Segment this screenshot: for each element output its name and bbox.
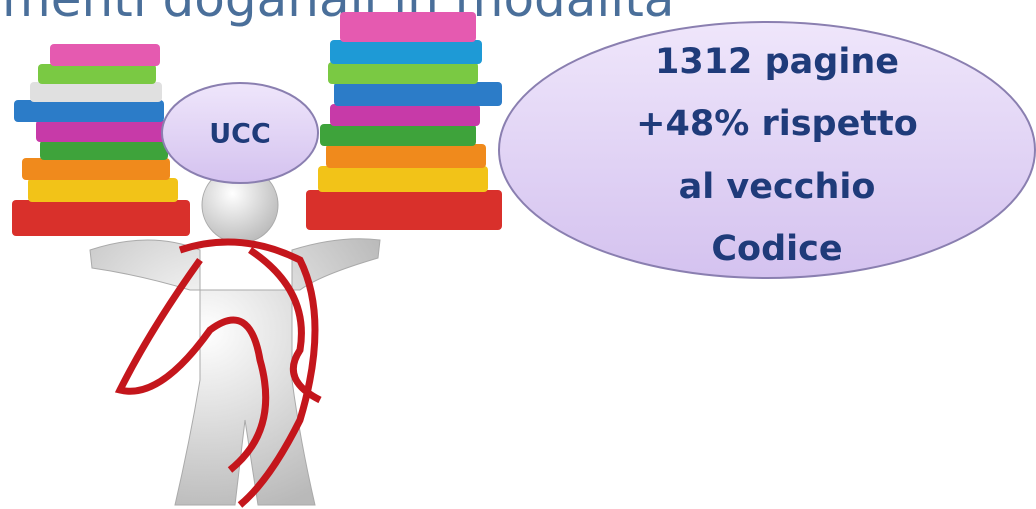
bubble-text: Codice (711, 229, 842, 269)
bubble-text: al vecchio (679, 167, 876, 207)
book-stack-right (306, 12, 502, 230)
bubble-text: UCC (209, 119, 271, 150)
bubble-text: 1312 pagine (655, 42, 899, 82)
bubble-text: +48% rispetto (636, 104, 918, 144)
slide-canvas: menti doganali in modalità UCC 1312 pagi… (0, 0, 1036, 509)
slide: {"header": {"title": "menti doganali in … (0, 0, 1036, 509)
slide-title: menti doganali in modalità (2, 0, 674, 28)
